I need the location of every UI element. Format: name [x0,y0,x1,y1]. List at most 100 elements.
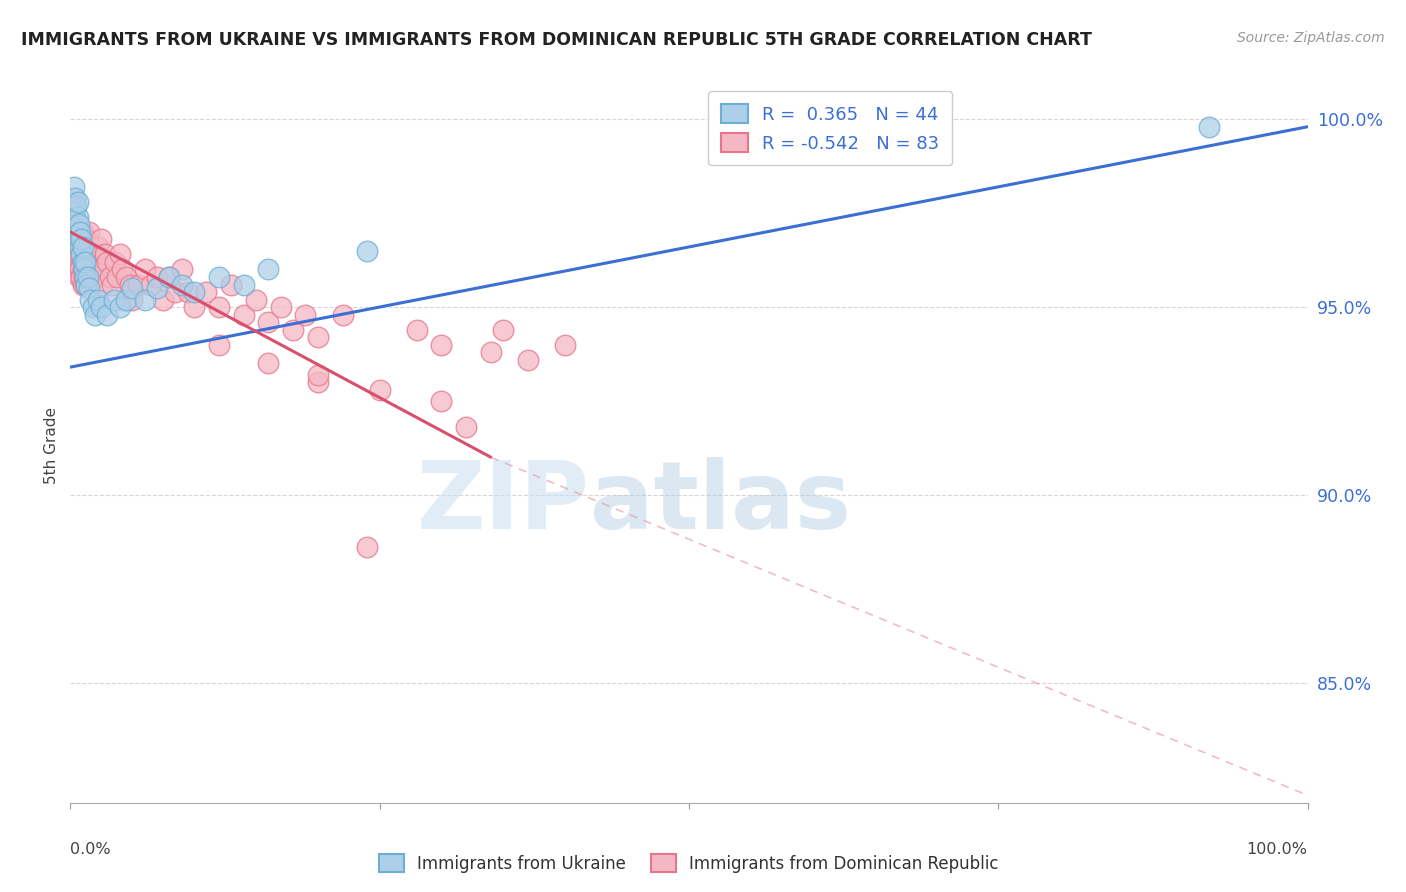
Point [77,225,100,239]
Point [183,285,205,299]
Point [554,337,576,351]
Point [108,247,131,261]
Point [72,255,94,269]
Text: atlas: atlas [591,457,851,549]
Point [517,352,540,367]
Point [75,262,97,277]
Point [75,255,97,269]
Point [146,281,169,295]
Point [281,322,304,336]
Text: 100.0%: 100.0% [1247,842,1308,857]
Point [1198,120,1220,134]
Point [170,277,193,292]
Point [73,270,96,285]
Point [94,247,117,261]
Point [118,277,141,292]
Point [65,191,87,205]
Point [356,244,378,258]
Point [219,277,242,292]
Point [69,232,91,246]
Point [84,255,107,269]
Point [146,270,169,285]
Point [76,247,98,261]
Point [103,293,125,307]
Point [70,247,93,261]
Point [356,541,378,555]
Point [115,270,138,285]
Text: ZIP: ZIP [418,457,591,549]
Point [165,285,187,299]
Point [84,308,107,322]
Point [75,270,97,285]
Point [84,270,107,285]
Point [104,255,127,269]
Point [157,270,180,285]
Point [157,270,180,285]
Point [65,255,87,269]
Point [72,277,94,292]
Point [79,293,101,307]
Point [270,300,292,314]
Point [108,300,131,314]
Point [294,308,316,322]
Point [76,270,98,285]
Point [307,330,329,344]
Point [82,270,104,285]
Point [66,240,89,254]
Point [63,218,86,232]
Point [492,322,515,336]
Point [69,225,91,239]
Point [70,232,93,246]
Point [70,247,93,261]
Point [65,213,87,227]
Point [91,277,114,292]
Point [80,240,103,254]
Point [332,308,354,322]
Point [127,277,149,292]
Point [257,262,280,277]
Point [195,285,218,299]
Point [69,240,91,254]
Point [67,270,90,285]
Point [79,262,101,277]
Point [101,277,124,292]
Text: 0.0%: 0.0% [70,842,111,857]
Point [67,232,90,246]
Point [98,270,121,285]
Point [96,255,118,269]
Point [65,247,87,261]
Point [307,375,329,389]
Point [121,281,143,295]
Point [72,225,94,239]
Point [115,293,138,307]
Point [63,194,86,209]
Point [65,232,87,246]
Point [232,277,254,292]
Point [105,270,128,285]
Point [405,322,427,336]
Point [75,277,97,292]
Point [134,293,156,307]
Point [121,293,143,307]
Point [63,179,86,194]
Point [257,315,280,329]
Point [82,300,104,314]
Point [134,262,156,277]
Point [62,206,84,220]
Point [63,240,86,254]
Point [72,262,94,277]
Point [67,247,90,261]
Point [77,281,100,295]
Point [90,300,112,314]
Point [67,225,90,239]
Point [66,262,89,277]
Point [65,199,87,213]
Point [73,240,96,254]
Text: Source: ZipAtlas.com: Source: ZipAtlas.com [1237,31,1385,45]
Point [70,270,93,285]
Point [177,285,200,299]
Point [86,293,108,307]
Text: IMMIGRANTS FROM UKRAINE VS IMMIGRANTS FROM DOMINICAN REPUBLIC 5TH GRADE CORRELAT: IMMIGRANTS FROM UKRAINE VS IMMIGRANTS FR… [21,31,1092,49]
Point [65,202,87,217]
Point [139,277,162,292]
